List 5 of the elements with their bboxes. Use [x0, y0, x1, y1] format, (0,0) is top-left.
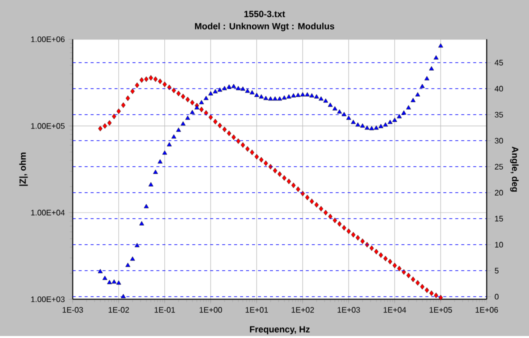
chart-title: 1550-3.txt — [244, 11, 286, 18]
x-axis-title: Frequency, Hz — [250, 326, 310, 334]
chart-subtitle: Model : Unknown Wgt : Modulus — [195, 23, 334, 32]
y2-axis-title: Angle, deg — [510, 146, 519, 192]
y-axis-title: |Z|, ohm — [19, 152, 28, 186]
